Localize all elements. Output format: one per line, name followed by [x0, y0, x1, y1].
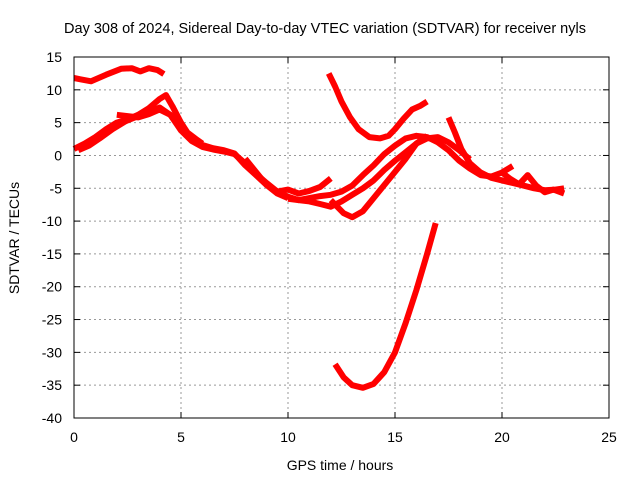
- chart-title: Day 308 of 2024, Sidereal Day-to-day VTE…: [64, 21, 586, 37]
- plot-frame: [73, 56, 610, 419]
- x-tick-label: 20: [494, 429, 510, 445]
- grid: [74, 57, 609, 418]
- y-tick-label: -15: [42, 246, 62, 262]
- y-tick-label: -40: [42, 410, 62, 426]
- y-tick-label: -30: [42, 344, 62, 360]
- x-tick-label: 10: [280, 429, 296, 445]
- series-arc-11: [500, 170, 566, 197]
- x-axis-label: GPS time / hours: [287, 457, 394, 473]
- x-tick-label: 0: [70, 429, 78, 445]
- y-axis-label: SDTVAR / TECUs: [6, 182, 22, 294]
- x-tick-label: 5: [177, 429, 185, 445]
- x-tick-label: 15: [387, 429, 403, 445]
- series-arc-5: [242, 156, 333, 197]
- series-arc-4: [116, 106, 515, 204]
- axes-ticks: 0 5 10 15 20 25 15 10 5 0 -5 -10 -15 -20 -25 -30 -35 -40: [42, 49, 617, 445]
- y-tick-label: 0: [54, 147, 62, 163]
- series-arc-8: [326, 72, 429, 142]
- y-tick-label: 15: [46, 49, 62, 65]
- series-arc-9: [332, 222, 439, 391]
- data-area: [72, 65, 566, 391]
- series-arc-6: [287, 134, 472, 210]
- series-arc-1: [73, 65, 166, 85]
- y-tick-label: 10: [46, 82, 62, 98]
- y-tick-label: 5: [54, 115, 62, 131]
- x-tick-label: 25: [601, 429, 617, 445]
- y-tick-label: -20: [42, 279, 62, 295]
- series-arc-7: [328, 133, 429, 221]
- y-tick-label: -10: [42, 213, 62, 229]
- y-tick-label: -35: [42, 377, 62, 393]
- y-tick-label: -5: [50, 180, 63, 196]
- y-tick-label: -25: [42, 312, 62, 328]
